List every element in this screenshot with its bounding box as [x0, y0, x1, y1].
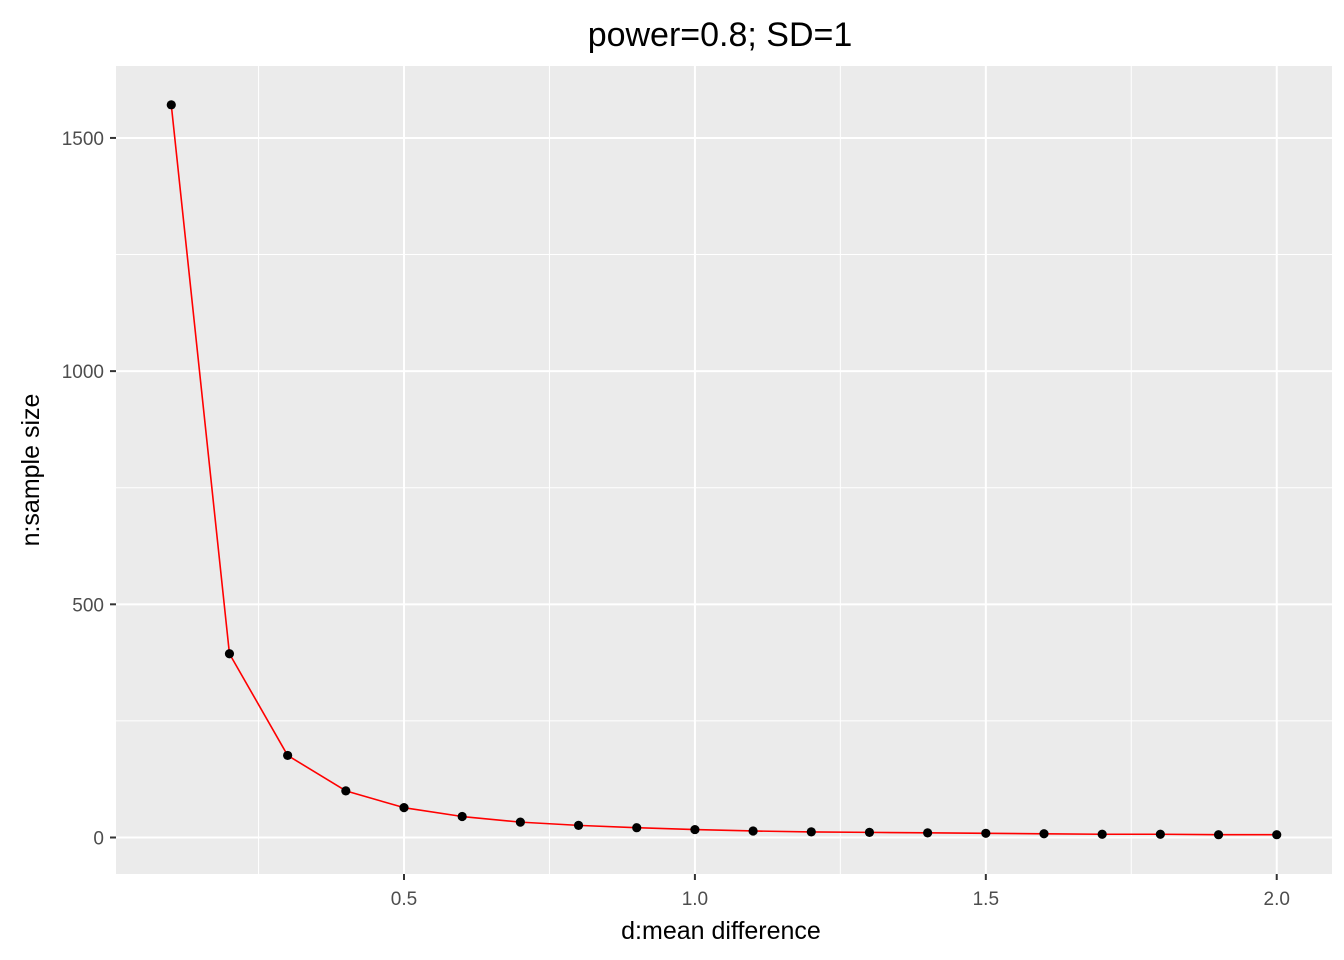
major-gridlines: [116, 66, 1332, 874]
minor-gridlines: [116, 66, 1332, 874]
y-axis: 0 500 1000 1500: [62, 129, 116, 850]
chart-title: power=0.8; SD=1: [588, 16, 853, 54]
data-point: [981, 828, 991, 838]
data-point: [224, 649, 235, 659]
x-tick-label: 1.5: [973, 889, 999, 910]
data-point: [283, 750, 293, 761]
x-axis: 0.5 1.0 1.5 2.0: [391, 874, 1290, 910]
data-point: [690, 824, 700, 835]
data-point: [515, 817, 525, 827]
x-axis-label: d:mean difference: [621, 917, 821, 945]
data-point: [1155, 829, 1165, 839]
y-tick-label: 1000: [62, 362, 104, 383]
data-point: [399, 803, 409, 813]
data-point: [632, 823, 642, 833]
y-axis-label: n:sample size: [17, 394, 45, 547]
x-tick-label: 2.0: [1264, 889, 1290, 910]
data-point: [166, 100, 176, 110]
data-point: [864, 827, 875, 837]
data-point: [748, 826, 758, 836]
data-point: [457, 811, 467, 822]
data-point: [1213, 830, 1224, 840]
points-layer: [166, 100, 1282, 840]
data-point: [806, 827, 816, 837]
series-layer: [170, 104, 1277, 836]
data-point: [1272, 830, 1282, 840]
data-point: [923, 828, 933, 838]
x-tick-label: 1.0: [682, 889, 708, 910]
data-point: [1097, 829, 1107, 839]
series-line-n: [170, 104, 1277, 836]
data-point: [573, 820, 584, 830]
y-tick-label: 1500: [62, 129, 104, 150]
data-point: [341, 786, 351, 796]
y-tick-label: 0: [93, 829, 104, 850]
x-tick-label: 0.5: [391, 889, 417, 910]
plot-panel: [116, 66, 1332, 874]
y-tick-label: 500: [72, 595, 104, 616]
data-point: [1039, 829, 1049, 839]
